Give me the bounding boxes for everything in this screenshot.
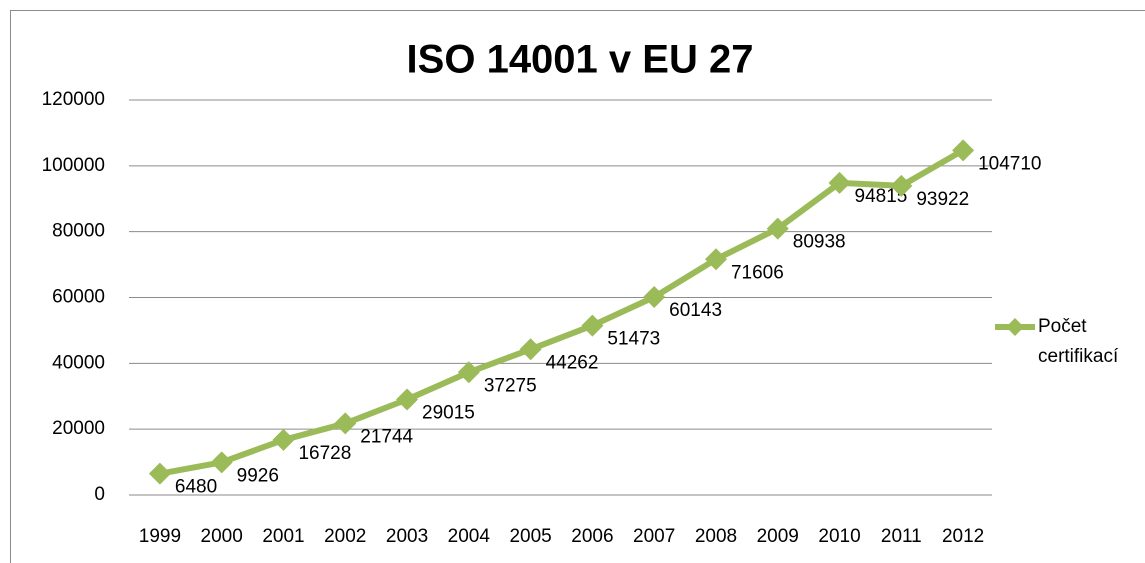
y-tick-label: 0 <box>94 484 105 505</box>
x-tick-label: 2000 <box>201 526 243 547</box>
data-point <box>272 428 295 451</box>
x-tick-label: 2001 <box>262 526 304 547</box>
legend-label: Počet certifikací <box>1038 316 1119 367</box>
data-point <box>396 388 419 411</box>
data-label: 51473 <box>607 329 660 350</box>
data-point <box>952 139 975 162</box>
data-point <box>890 174 913 197</box>
legend-marker <box>1006 318 1024 336</box>
data-point <box>334 412 357 435</box>
data-label: 21744 <box>360 426 413 447</box>
x-tick-label: 2004 <box>448 526 491 547</box>
y-tick-label: 80000 <box>52 221 105 242</box>
chart-frame <box>10 10 1145 563</box>
x-tick-label: 2003 <box>386 526 428 547</box>
x-tick-label: 2008 <box>695 526 737 547</box>
x-tick-label: 2006 <box>571 526 613 547</box>
y-tick-label: 120000 <box>42 89 105 110</box>
data-label: 60143 <box>669 300 722 321</box>
data-label: 9926 <box>237 465 279 486</box>
data-label: 71606 <box>731 262 784 283</box>
y-tick-label: 100000 <box>42 155 105 176</box>
data-point <box>519 338 542 361</box>
y-tick-label: 40000 <box>52 352 105 373</box>
data-label: 94815 <box>855 186 908 207</box>
data-label: 44262 <box>546 352 599 373</box>
data-point <box>828 171 851 194</box>
series-line <box>159 147 965 477</box>
data-label: 37275 <box>484 375 537 396</box>
data-point <box>643 286 666 309</box>
data-label: 93922 <box>916 189 969 210</box>
y-tick-label: 20000 <box>52 418 105 439</box>
x-tick-label: 2011 <box>881 526 922 547</box>
data-point <box>148 462 171 485</box>
data-label: 6480 <box>175 477 217 498</box>
x-tick-label: 2010 <box>818 526 860 547</box>
data-point <box>704 248 727 271</box>
x-tick-label: 2005 <box>509 526 551 547</box>
data-label: 104710 <box>978 153 1041 174</box>
x-tick-label: 2012 <box>942 526 984 547</box>
chart-title: ISO 14001 v EU 27 <box>407 38 754 82</box>
data-label: 16728 <box>298 443 351 464</box>
data-point <box>210 451 233 474</box>
data-label: 29015 <box>422 403 475 424</box>
y-tick-label: 60000 <box>52 287 105 308</box>
data-point <box>766 217 789 240</box>
data-label: 80938 <box>793 232 846 253</box>
x-tick-label: 2009 <box>757 526 799 547</box>
data-point <box>581 314 604 337</box>
x-tick-label: 2007 <box>633 526 675 547</box>
data-point <box>457 361 480 384</box>
x-tick-label: 2002 <box>324 526 366 547</box>
x-tick-label: 1999 <box>139 526 181 547</box>
